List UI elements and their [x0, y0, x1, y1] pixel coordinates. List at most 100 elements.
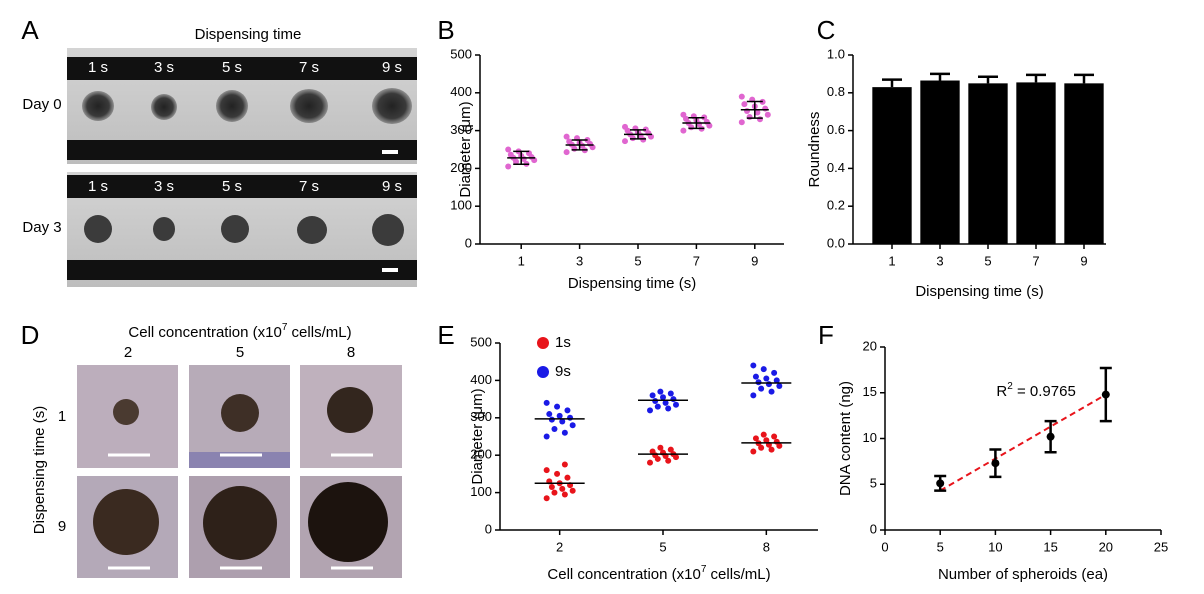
panel-label: A	[21, 15, 39, 45]
chart-dotplot: 0 100 200 300 400 500 Diameter (μm) Cell concen…	[469, 334, 818, 583]
y-axis-title: DNA content (ng)	[837, 381, 854, 496]
spheroid	[297, 216, 327, 244]
x-tick-label: 7	[693, 253, 700, 268]
y-tick-label: 0	[870, 521, 877, 536]
y-tick-label: 0	[465, 235, 472, 250]
time-label: 7 s	[299, 59, 319, 76]
column-label: 8	[347, 344, 355, 361]
data-point	[564, 474, 571, 481]
data-point	[936, 479, 945, 488]
spheroid	[203, 486, 277, 560]
x-tick-label: 5	[984, 253, 991, 268]
legend-swatch	[537, 366, 549, 378]
x-tick-label: 1	[518, 253, 525, 268]
column-label: 2	[124, 344, 132, 361]
y-tick-label: 300	[450, 122, 472, 137]
sd-bar	[630, 129, 646, 140]
bar	[1016, 82, 1056, 244]
data-point	[561, 461, 568, 468]
error-bar	[1074, 73, 1094, 84]
data-point	[563, 133, 570, 140]
y-tick-label: 400	[470, 372, 492, 387]
x-tick-label: 15	[1043, 539, 1057, 554]
spheroid	[153, 217, 175, 241]
row-label: Day 3	[22, 219, 61, 236]
panel-label: E	[437, 320, 454, 350]
error-bar	[1026, 73, 1046, 83]
strip-band	[67, 260, 417, 280]
data-point	[556, 412, 563, 419]
time-label: 7 s	[299, 178, 319, 195]
axis-title: Cell concentration (x107 cells/mL)	[547, 564, 770, 583]
row-label: 9	[58, 518, 66, 535]
bar	[920, 80, 960, 244]
strip-band	[67, 140, 417, 160]
sd-bar	[688, 116, 705, 130]
strip-band	[67, 57, 417, 80]
error-bar	[978, 75, 998, 84]
y-tick-label: 1.0	[827, 46, 845, 61]
data-point	[744, 107, 750, 114]
data-point	[762, 105, 769, 112]
data-point	[543, 467, 550, 474]
spheroid	[82, 91, 114, 121]
data-point	[750, 448, 757, 455]
data-point	[622, 123, 628, 130]
data-point	[760, 431, 767, 438]
data-point	[665, 405, 672, 412]
sd-bar	[746, 100, 763, 119]
x-tick-label: 1	[888, 253, 895, 268]
row-label: Day 0	[22, 96, 61, 113]
data-point	[543, 495, 550, 502]
y-tick-label: 100	[470, 484, 492, 499]
data-point	[771, 433, 778, 440]
y-tick-label: 0.2	[827, 198, 845, 213]
text-part: R	[996, 383, 1007, 400]
panel-a-title: Dispensing time	[195, 26, 302, 43]
data-point	[754, 109, 761, 116]
data-point	[680, 127, 687, 134]
data-point	[757, 116, 763, 123]
data-point	[673, 401, 679, 408]
data-point	[758, 444, 765, 451]
data-point	[554, 403, 561, 410]
data-point	[771, 369, 778, 376]
spheroid	[221, 215, 249, 243]
strip-band	[67, 175, 417, 198]
data-point	[758, 385, 765, 392]
data-point	[752, 373, 759, 380]
x-tick-label: 0	[881, 539, 888, 554]
data-point	[750, 362, 757, 369]
data-point	[505, 146, 512, 153]
data-point	[566, 138, 573, 145]
error-bar	[882, 78, 902, 88]
data-point	[654, 403, 661, 410]
y-tick-label: 10	[863, 430, 877, 445]
time-label: 5 s	[222, 178, 242, 195]
data-point	[662, 399, 669, 406]
row-label: 1	[58, 408, 66, 425]
x-tick-label: 2	[556, 539, 563, 554]
data-point	[765, 381, 772, 388]
data-point	[564, 407, 571, 414]
data-point	[554, 470, 561, 477]
data-point	[569, 487, 576, 494]
data-point	[667, 446, 674, 453]
data-point	[561, 491, 568, 498]
chart-dotplot: 0 100 200 300 400 500 Diameter (μm) Dispensing …	[450, 46, 784, 292]
data-point	[551, 489, 558, 496]
y-axis-title: Diameter (μm)	[457, 101, 474, 197]
y-axis-title: Roundness	[806, 112, 823, 188]
spheroid	[308, 482, 388, 562]
time-label: 3 s	[154, 178, 174, 195]
y-tick-label: 400	[450, 84, 472, 99]
spheroid	[372, 88, 412, 124]
data-point	[763, 437, 770, 444]
data-point	[505, 163, 512, 170]
bar	[872, 87, 912, 244]
data-point	[738, 119, 745, 126]
x-tick-label: 5	[634, 253, 641, 268]
time-label: 3 s	[154, 59, 174, 76]
data-point	[649, 448, 656, 455]
